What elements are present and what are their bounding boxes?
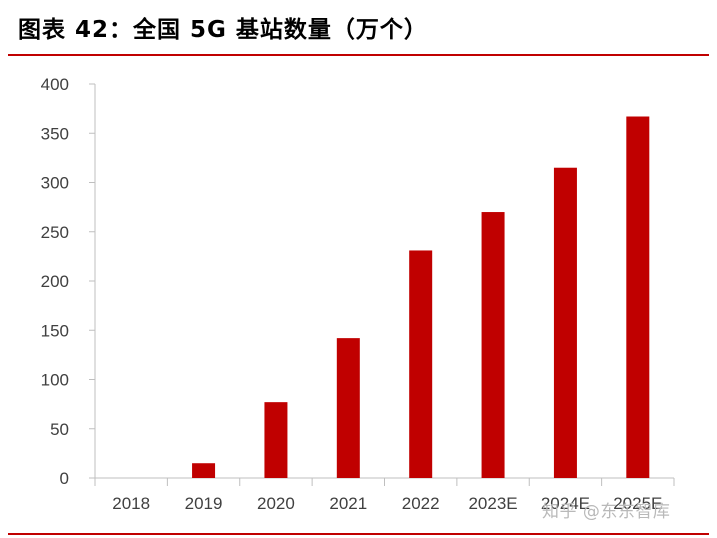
bar-2022	[409, 250, 433, 478]
y-tick-label: 350	[41, 124, 69, 143]
bar-2021	[336, 338, 360, 478]
bar-2020	[264, 402, 288, 478]
x-tick-label: 2019	[185, 494, 223, 513]
bar-2019	[192, 463, 216, 478]
y-tick-label: 200	[41, 272, 69, 291]
watermark-text: 知乎 @东东智库	[542, 502, 671, 522]
x-tick-label: 2018	[112, 494, 150, 513]
y-tick-label: 400	[41, 75, 69, 94]
bar-2025E	[626, 116, 650, 478]
x-tick-label: 2025E	[613, 494, 662, 513]
footer-rule-bottom	[8, 533, 709, 535]
x-tick-label: 2021	[329, 494, 367, 513]
bar-2024E	[553, 167, 577, 478]
header-rule-top	[8, 54, 709, 56]
y-tick-label: 100	[41, 371, 69, 390]
x-tick-label: 2020	[257, 494, 295, 513]
x-tick-label: 2023E	[468, 494, 517, 513]
y-tick-label: 250	[41, 223, 69, 242]
y-tick-label: 50	[50, 420, 69, 439]
x-tick-label: 2022	[402, 494, 440, 513]
x-tick-label: 2024E	[541, 494, 590, 513]
y-tick-label: 0	[60, 469, 69, 488]
y-tick-label: 150	[41, 321, 69, 340]
y-tick-label: 300	[41, 174, 69, 193]
chart-title: 图表 42：全国 5G 基站数量（万个）	[18, 17, 428, 43]
bar-2023E	[481, 212, 505, 479]
